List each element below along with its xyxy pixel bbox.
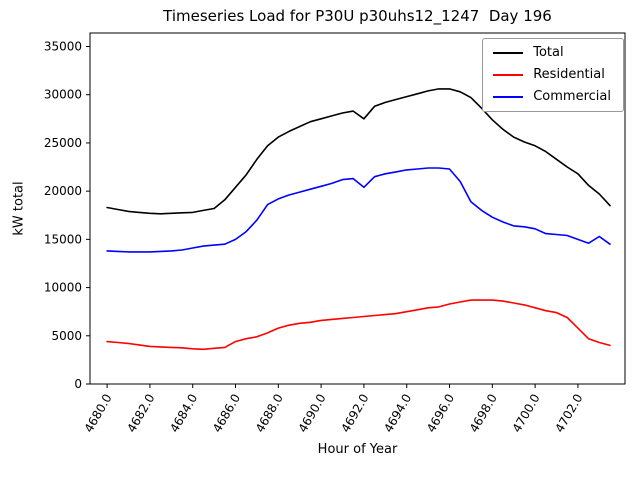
y-tick-label: 20000 (44, 184, 82, 198)
x-tick-label: 4688.0 (253, 392, 286, 435)
legend-entry-residential: Residential (493, 68, 611, 82)
x-tick-label: 4686.0 (210, 392, 243, 435)
y-tick-label: 5000 (51, 329, 82, 343)
legend-line-commercial (493, 96, 524, 98)
y-tick-label: 25000 (44, 136, 82, 150)
y-axis-label: kW total (11, 181, 27, 236)
y-tick-label: 15000 (44, 232, 82, 246)
legend-entry-total: Total (493, 46, 611, 60)
y-tick-label: 10000 (44, 281, 82, 295)
legend: Total Residential Commercial (482, 38, 624, 112)
x-tick-label: 4702.0 (552, 392, 585, 435)
x-tick-label: 4682.0 (124, 392, 157, 435)
x-axis-label: Hour of Year (317, 442, 398, 457)
chart-title: Timeseries Load for P30U p30uhs12_1247 D… (163, 7, 552, 25)
series-line-commercial (106, 167, 611, 253)
x-tick-label: 4698.0 (467, 392, 500, 435)
x-tick-label: 4694.0 (381, 392, 414, 435)
x-tick-label: 4700.0 (510, 392, 543, 435)
legend-label-total: Total (533, 45, 564, 60)
y-tick-label: 30000 (44, 88, 82, 102)
legend-entry-commercial: Commercial (493, 90, 611, 104)
y-tick-label: 35000 (44, 40, 82, 54)
legend-line-residential (493, 74, 524, 76)
legend-label-residential: Residential (533, 67, 605, 82)
series-line-residential (106, 299, 611, 351)
x-tick-label: 4684.0 (167, 392, 200, 435)
x-tick-label: 4680.0 (82, 392, 115, 435)
series-line-total (106, 88, 611, 215)
legend-label-commercial: Commercial (533, 89, 611, 104)
x-tick-label: 4692.0 (338, 392, 371, 435)
x-tick-label: 4690.0 (296, 392, 329, 435)
y-tick-label: 0 (74, 377, 82, 391)
axes-frame (89, 32, 626, 385)
x-tick-label: 4696.0 (424, 392, 457, 435)
legend-line-total (493, 52, 524, 54)
